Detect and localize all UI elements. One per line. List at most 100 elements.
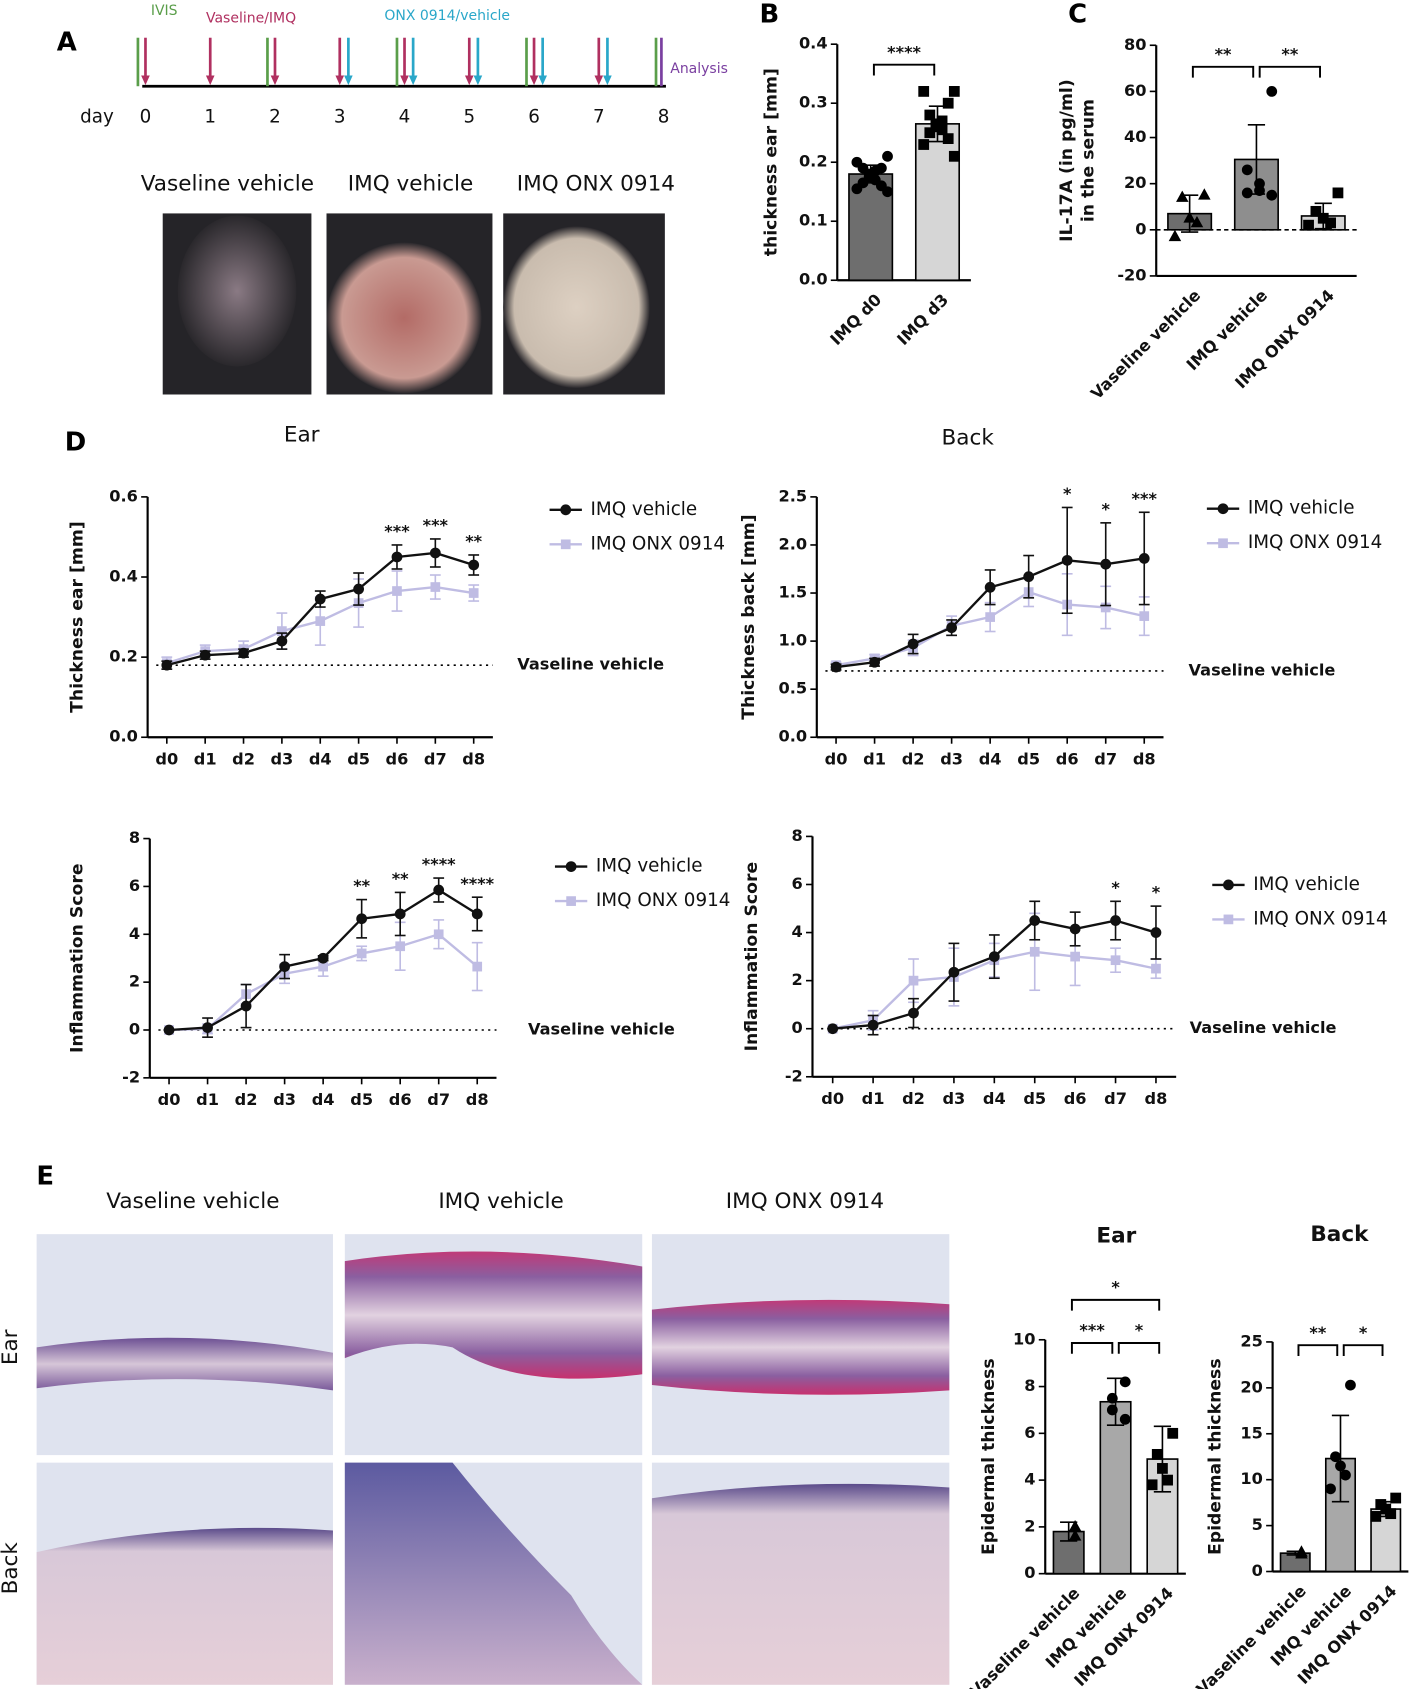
series-marker [395,941,406,952]
significance-label: * [1111,1278,1120,1297]
y-tick-label: 1.5 [778,583,807,602]
data-point [882,150,893,162]
x-tick-label: d1 [194,749,217,768]
reference-label: Vaseline vehicle [517,655,664,674]
panel-label: B [760,0,780,30]
chart-title: Back [942,426,995,451]
y-axis-label: in the serum [1078,99,1098,222]
data-point [1167,1427,1179,1439]
series-marker [1061,554,1073,566]
data-point [1303,219,1314,231]
y-tick-label: 1.0 [778,631,807,650]
series-marker [391,551,403,563]
y-tick-label: 2.5 [778,486,807,505]
legend-label: IMQ vehicle [596,856,703,877]
data-point [1295,1547,1308,1559]
y-axis-label: Thickness ear [mm] [68,521,88,713]
significance-label: *** [1132,489,1158,508]
x-tick-label: d0 [158,1090,181,1109]
x-tick-label: d8 [466,1090,489,1109]
x-tick-label: IMQ d3 [893,290,952,349]
data-point [1241,164,1253,176]
x-tick-label: d3 [270,749,293,768]
series-marker [318,961,328,972]
significance-bracket [1258,65,1321,78]
event-label: Analysis [670,61,728,77]
day-axis-label: day [80,106,114,127]
reference-label: Vaseline vehicle [1190,1018,1337,1037]
treatment-arrow-head [270,75,280,86]
series-marker [430,582,441,592]
y-tick-label: 2 [129,972,140,991]
y-tick-label: 4 [129,924,140,943]
x-tick-label: d7 [1104,1089,1127,1108]
x-tick-label: IMQ d0 [826,290,885,349]
series-marker [276,635,288,647]
significance-bracket [1297,1344,1339,1356]
panel-label: A [57,28,77,58]
significance-label: **** [460,874,494,893]
series-marker [433,929,444,940]
x-tick-label: d6 [389,1090,412,1109]
significance-label: ** [1281,44,1298,63]
significance-label: * [1111,878,1120,897]
x-tick-label: d4 [979,749,1002,768]
series-marker [984,581,996,593]
data-point [1068,1529,1082,1541]
data-point [942,133,954,145]
y-tick-label: 0.2 [799,152,828,171]
series-marker [392,586,402,596]
series-marker [867,1019,879,1031]
series-marker [433,884,445,896]
y-tick-label: 15 [1240,1423,1262,1442]
y-tick-label: 0.4 [799,34,828,53]
significance-bracket [1342,1344,1384,1356]
legend-label: IMQ vehicle [1248,498,1355,519]
y-tick-label: 0.6 [109,486,138,505]
significance-label: **** [887,42,921,61]
panel-label: C [1068,0,1087,30]
histology-images [36,1234,950,1685]
significance-label: *** [384,522,410,541]
x-tick-label: d8 [462,749,485,768]
y-tick-label: -2 [122,1067,140,1086]
series-marker [1070,951,1080,962]
data-point [1162,1474,1173,1486]
y-tick-label: 20 [1124,173,1146,192]
series-marker [1029,915,1041,926]
data-point [1335,1460,1346,1472]
histology-column-label: IMQ vehicle [438,1189,563,1214]
x-tick-label: d4 [309,749,332,768]
data-point [1385,1508,1397,1520]
y-axis-label: Epidermal thickness [979,1358,999,1555]
x-tick-label: d3 [943,1089,966,1108]
significance-label: *** [423,516,449,535]
significance-bracket [1117,1342,1161,1354]
bar [914,123,961,282]
day-label: 3 [334,106,346,127]
bar [1099,1400,1132,1575]
series-marker [988,951,1000,962]
x-tick-label: d6 [1056,749,1079,768]
x-tick-label: d8 [1133,749,1156,768]
y-tick-label: 0.0 [109,727,138,746]
x-tick-label: d2 [235,1090,258,1109]
event-label: ONX 0914/vehicle [384,8,510,24]
treatment-arrow-head [141,75,150,86]
series-marker [1138,553,1150,564]
series-marker [202,1022,213,1033]
significance-label: * [1152,883,1161,902]
treatment-arrow-head [529,75,539,86]
data-point [1176,190,1189,202]
y-tick-label: 2 [792,970,803,989]
chart-title: Back [1310,1222,1369,1247]
data-point [1106,1404,1118,1416]
y-tick-label: 25 [1240,1331,1262,1350]
x-tick-label: d3 [940,749,963,768]
tissue [651,1483,950,1685]
series-marker [1069,923,1081,935]
x-tick-label: d2 [902,1089,925,1108]
legend-label: IMQ ONX 0914 [596,890,731,911]
x-tick-label: d0 [155,749,178,768]
